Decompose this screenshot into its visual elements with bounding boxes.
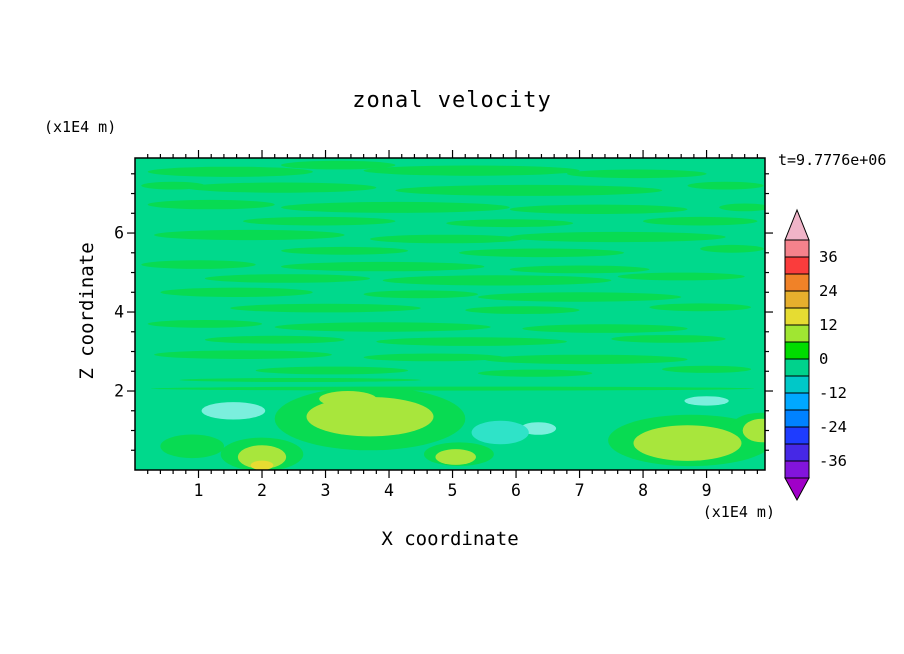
svg-text:6: 6 xyxy=(511,481,521,500)
svg-text:2: 2 xyxy=(257,481,267,500)
axis-ticks xyxy=(127,150,773,478)
svg-text:4: 4 xyxy=(384,481,394,500)
chart-title: zonal velocity xyxy=(352,88,552,113)
svg-text:4: 4 xyxy=(114,303,124,322)
svg-text:-24: -24 xyxy=(819,418,847,436)
time-label: t=9.7776e+06 xyxy=(778,151,887,169)
svg-text:6: 6 xyxy=(114,224,124,243)
colorbar-labels: 36 24 12 0 -12 -24 -36 xyxy=(819,248,847,470)
svg-text:-36: -36 xyxy=(819,452,847,470)
svg-text:8: 8 xyxy=(638,481,648,500)
svg-text:5: 5 xyxy=(448,481,458,500)
tick-labels: 1 2 3 4 5 6 7 8 9 2 4 6 xyxy=(114,224,712,501)
x-axis-title: X coordinate xyxy=(381,528,519,550)
contour-plot: 1 2 3 4 5 6 7 8 9 2 4 6 xyxy=(114,150,773,501)
y-axis-unit-label: (x1E4 m) xyxy=(44,118,117,136)
x-axis-unit-label: (x1E4 m) xyxy=(702,503,775,521)
field-blobs xyxy=(141,160,765,470)
svg-text:12: 12 xyxy=(819,316,838,334)
y-axis-title: Z coordinate xyxy=(76,242,98,380)
svg-text:24: 24 xyxy=(819,282,838,300)
svg-text:1: 1 xyxy=(194,481,204,500)
svg-text:2: 2 xyxy=(114,382,124,401)
colorbar-arrow-bottom xyxy=(784,477,810,502)
svg-text:9: 9 xyxy=(702,481,712,500)
svg-text:-12: -12 xyxy=(819,384,847,402)
svg-text:3: 3 xyxy=(321,481,331,500)
svg-text:7: 7 xyxy=(575,481,585,500)
svg-text:0: 0 xyxy=(819,350,828,368)
colorbar: 36 24 12 0 -12 -24 -36 xyxy=(784,208,847,502)
plot-frame xyxy=(134,157,766,471)
colorbar-arrow-top xyxy=(784,208,810,241)
svg-text:36: 36 xyxy=(819,248,838,266)
